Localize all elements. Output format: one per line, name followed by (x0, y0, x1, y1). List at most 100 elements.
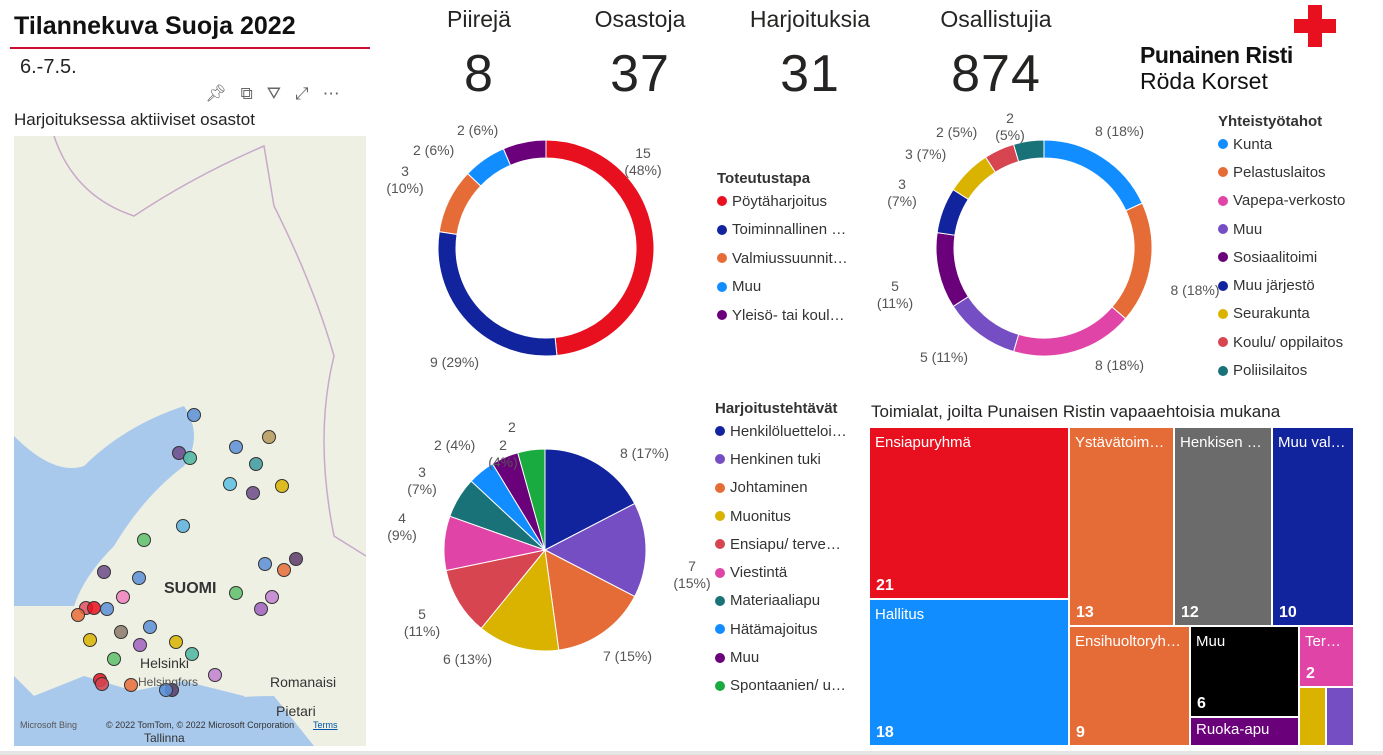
legend-item[interactable]: Spontaanien/ u… (715, 672, 847, 700)
legend-item[interactable]: Muu järjestö (1218, 271, 1345, 299)
treemap-tile[interactable]: Ruoka-apu (1191, 718, 1298, 745)
toteutustapa-slice[interactable] (502, 139, 547, 166)
legend-item[interactable]: Sosiaalitoimi (1218, 243, 1345, 271)
more-options-icon[interactable]: ⋯ (322, 84, 340, 103)
treemap-tile[interactable]: Ystävätoim… 13 (1070, 428, 1173, 625)
treemap-tile[interactable]: Hallitus 18 (870, 600, 1068, 745)
legend-item[interactable]: Valmiussuunnit… (717, 244, 848, 273)
legend-item[interactable]: Hätämajoitus (715, 615, 847, 643)
map-location-marker[interactable] (254, 602, 268, 616)
legend-item[interactable]: Vapepa-verkosto (1218, 187, 1345, 215)
legend-item[interactable]: Viestintä (715, 558, 847, 586)
map-location-marker[interactable] (114, 625, 128, 639)
legend-title: Harjoitustehtävät (715, 400, 838, 417)
map-location-marker[interactable] (258, 557, 272, 571)
map-location-marker[interactable] (107, 652, 121, 666)
map-terms-link[interactable]: Terms (313, 720, 338, 730)
legend-item[interactable]: Muu (717, 273, 848, 302)
map-location-marker[interactable] (95, 677, 109, 691)
map-visual[interactable]: SUOMI Helsinki Helsingfors Romanaisi Pie… (14, 136, 366, 746)
legend-item[interactable]: Toiminnallinen … (717, 216, 848, 245)
map-location-marker[interactable] (133, 638, 147, 652)
map-location-marker[interactable] (100, 602, 114, 616)
legend-marker-icon (715, 652, 725, 663)
focus-mode-icon[interactable]: ⤢ (295, 84, 309, 103)
treemap-tile[interactable]: Ensihuoltoryh… 9 (1070, 627, 1189, 745)
yhteistyotahot-slice[interactable] (984, 143, 1020, 173)
harjoitustehtavat-slice[interactable] (543, 502, 647, 598)
harjoitustehtavat-slice[interactable] (517, 448, 546, 551)
legend-item[interactable]: Pelastuslaitos (1218, 158, 1345, 186)
map-location-marker[interactable] (124, 678, 138, 692)
map-location-marker[interactable] (169, 635, 183, 649)
filter-icon[interactable]: ⛛ (266, 84, 282, 103)
yhteistyotahot-slice[interactable] (935, 232, 969, 308)
harjoitustehtavat-slice[interactable] (443, 515, 547, 572)
treemap-tile[interactable]: Henkisen … 12 (1175, 428, 1271, 625)
legend-item[interactable]: Henkinen tuki (715, 445, 847, 473)
map-location-marker[interactable] (83, 633, 97, 647)
harjoitustehtavat-slice[interactable] (544, 448, 636, 551)
legend-item[interactable]: Koulu/ oppilaitos (1218, 328, 1345, 356)
map-location-marker[interactable] (132, 571, 146, 585)
legend-item[interactable]: Kunta (1218, 130, 1345, 158)
treemap-tile-value: 13 (1076, 604, 1094, 621)
copy-icon[interactable]: ⧉ (240, 84, 253, 103)
harjoitustehtavat-slice[interactable] (544, 549, 636, 651)
yhteistyotahot-slice[interactable] (952, 156, 997, 201)
map-location-marker[interactable] (229, 440, 243, 454)
legend-item[interactable]: Yleisö- tai koul… (717, 301, 848, 330)
yhteistyotahot-slice[interactable] (936, 188, 969, 236)
legend-item[interactable]: Muu (715, 643, 847, 671)
legend-item[interactable]: Seurakunta (1218, 300, 1345, 328)
map-location-marker[interactable] (97, 565, 111, 579)
map-location-marker[interactable] (116, 590, 130, 604)
map-location-marker[interactable] (159, 683, 173, 697)
map-location-marker[interactable] (289, 552, 303, 566)
harjoitustehtavat-slice[interactable] (480, 548, 560, 652)
legend-item[interactable]: Poliisilaitos (1218, 356, 1345, 384)
map-location-marker[interactable] (87, 601, 101, 615)
yhteistyotahot-slice[interactable] (1111, 202, 1153, 320)
map-location-marker[interactable] (262, 430, 276, 444)
toteutustapa-slice[interactable] (438, 172, 482, 235)
yhteistyotahot-slice[interactable] (1012, 306, 1127, 357)
map-location-marker[interactable] (277, 563, 291, 577)
treemap-tile[interactable] (1327, 688, 1353, 745)
toteutustapa-slice[interactable] (437, 231, 558, 357)
legend-item[interactable]: Johtaminen (715, 474, 847, 502)
map-location-marker[interactable] (71, 608, 85, 622)
toteutustapa-slice[interactable] (467, 148, 512, 187)
map-location-marker[interactable] (137, 533, 151, 547)
map-location-marker[interactable] (249, 457, 263, 471)
harjoitustehtavat-slice[interactable] (470, 463, 546, 551)
legend-item[interactable]: Muonitus (715, 502, 847, 530)
treemap-tile[interactable]: Muu 6 (1191, 627, 1298, 716)
treemap-tile[interactable]: Ter… 2 (1300, 627, 1353, 686)
legend-item[interactable]: Ensiapu/ terve… (715, 530, 847, 558)
map-location-marker[interactable] (229, 586, 243, 600)
harjoitustehtavat-slice[interactable] (449, 480, 546, 551)
legend-item[interactable]: Materiaaliapu (715, 587, 847, 615)
map-location-marker[interactable] (183, 451, 197, 465)
map-location-marker[interactable] (176, 519, 190, 533)
map-location-marker[interactable] (275, 479, 289, 493)
map-location-marker[interactable] (143, 620, 157, 634)
treemap-tile[interactable]: Ensiapuryhmä 21 (870, 428, 1068, 598)
yhteistyotahot-slice[interactable] (952, 295, 1020, 353)
treemap-tile[interactable] (1300, 688, 1325, 745)
map-location-marker[interactable] (208, 668, 222, 682)
map-location-marker[interactable] (265, 590, 279, 604)
treemap-tile[interactable]: Muu val… 10 (1273, 428, 1353, 625)
map-location-marker[interactable] (185, 647, 199, 661)
legend-item[interactable]: Muu (1218, 215, 1345, 243)
map-location-marker[interactable] (223, 477, 237, 491)
map-location-marker[interactable] (187, 408, 201, 422)
pin-icon[interactable]: 📌︎ (205, 84, 227, 103)
harjoitustehtavat-slice[interactable] (445, 549, 547, 630)
yhteistyotahot-slice[interactable] (1043, 139, 1143, 212)
map-location-marker[interactable] (246, 486, 260, 500)
legend-item[interactable]: Henkilöluetteloi… (715, 417, 847, 445)
legend-item[interactable]: Pöytäharjoitus (717, 187, 848, 216)
data-label: 15 (48%) (624, 145, 662, 178)
